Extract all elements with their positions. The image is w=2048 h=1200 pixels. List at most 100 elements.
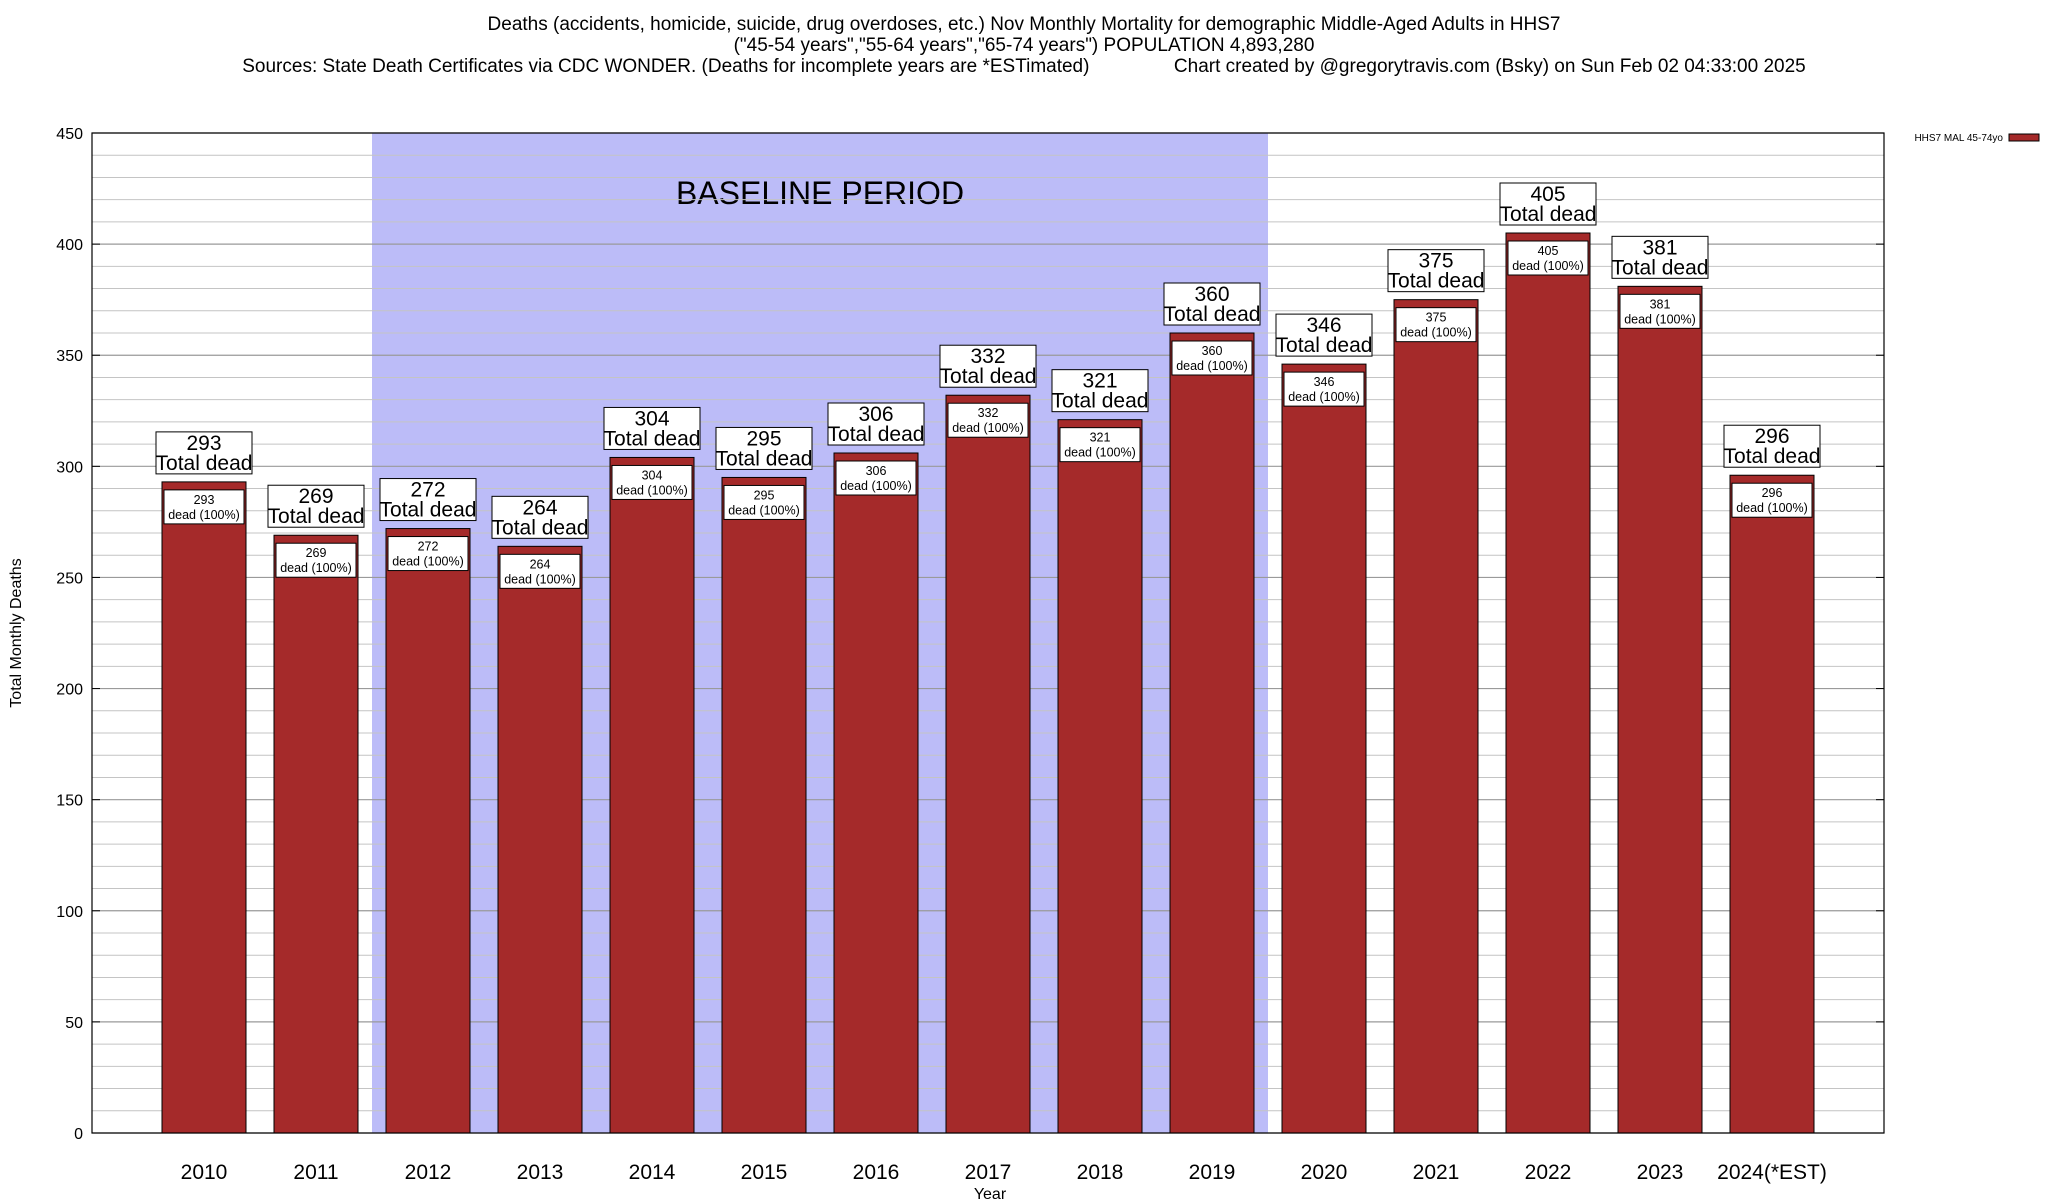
baseline-period-label: BASELINE PERIOD: [676, 175, 964, 211]
x-tick-label: 2019: [1189, 1161, 1236, 1184]
bar-inner-label-box: [1171, 340, 1253, 376]
bar-inner-percent-label: dead (100%): [280, 561, 352, 575]
bar-outer-label-box: [267, 484, 365, 528]
x-tick-label: 2015: [741, 1161, 788, 1184]
bar-inner-percent-label: dead (100%): [1288, 390, 1360, 404]
bar: [1505, 232, 1591, 1134]
x-tick-label: 2013: [517, 1161, 564, 1184]
bar: [609, 456, 695, 1134]
bar-inner-value-label: 264: [530, 557, 551, 571]
bar-inner-value-label: 332: [978, 406, 999, 420]
bar: [1393, 299, 1479, 1134]
x-tick-label: 2017: [965, 1161, 1012, 1184]
bar-inner-value-label: 321: [1090, 431, 1111, 445]
bar-value-label: 360: [1194, 283, 1229, 306]
plot-area-border: [91, 132, 1885, 1134]
x-tick-label: 2012: [405, 1161, 452, 1184]
bar-value-label: 293: [186, 432, 221, 455]
bar-inner-value-label: 293: [194, 493, 215, 507]
bar-outer-label-box: [827, 402, 925, 446]
bar-inner-percent-label: dead (100%): [1176, 359, 1248, 373]
bar-total-dead-label: Total dead: [1164, 303, 1261, 326]
y-tick-label: 400: [56, 237, 83, 254]
bar-inner-percent-label: dead (100%): [1400, 326, 1472, 340]
bar-inner-value-label: 304: [642, 468, 663, 482]
bar-outer-label-box: [1611, 235, 1709, 279]
bar-outer-label-box: [1163, 282, 1261, 326]
y-tick-label: 350: [56, 348, 83, 365]
bar-inner-percent-label: dead (100%): [1624, 312, 1696, 326]
chart-sources: Sources: State Death Certificates via CD…: [242, 56, 1806, 77]
bar-inner-percent-label: dead (100%): [952, 421, 1024, 435]
bar: [1281, 363, 1367, 1134]
bar-inner-label-box: [387, 536, 469, 572]
bar-total-dead-label: Total dead: [1276, 334, 1373, 357]
bar-value-label: 381: [1642, 236, 1677, 259]
bar: [385, 528, 471, 1134]
legend-label: HHS7 MAL 45-74yo: [1914, 133, 2003, 144]
bar-value-label: 264: [522, 496, 557, 519]
bar-inner-value-label: 272: [418, 540, 439, 554]
bar-inner-value-label: 306: [866, 464, 887, 478]
x-axis-title: Year: [974, 1186, 1007, 1200]
bar-inner-percent-label: dead (100%): [168, 508, 240, 522]
bar-inner-label-box: [1507, 240, 1589, 276]
y-tick-label: 150: [56, 793, 83, 810]
bar-inner-label-box: [163, 489, 245, 525]
bar-total-dead-label: Total dead: [604, 427, 701, 450]
bar-total-dead-label: Total dead: [1500, 203, 1597, 226]
y-tick-label: 450: [56, 126, 83, 143]
bar: [497, 545, 583, 1134]
bar-inner-value-label: 346: [1314, 375, 1335, 389]
y-tick-label: 0: [74, 1126, 83, 1143]
bar-inner-label-box: [947, 402, 1029, 438]
bar-inner-label-box: [1059, 427, 1141, 463]
bar-value-label: 272: [410, 479, 445, 502]
bar-inner-label-box: [611, 464, 693, 500]
bar-total-dead-label: Total dead: [1724, 445, 1821, 468]
bar-value-label: 375: [1418, 250, 1453, 273]
bar-total-dead-label: Total dead: [716, 447, 813, 470]
bar-outer-label-box: [1051, 369, 1149, 413]
y-tick-label: 300: [56, 459, 83, 476]
bar: [833, 452, 919, 1134]
bar-outer-label-box: [1275, 313, 1373, 357]
bar-value-label: 332: [970, 345, 1005, 368]
bar-total-dead-label: Total dead: [1052, 390, 1149, 413]
bar-inner-percent-label: dead (100%): [392, 555, 464, 569]
bar-outer-label-box: [379, 478, 477, 522]
x-tick-label: 2023: [1637, 1161, 1684, 1184]
y-tick-label: 50: [65, 1015, 83, 1032]
chart-title-block: Deaths (accidents, homicide, suicide, dr…: [0, 14, 2048, 77]
bar-inner-percent-label: dead (100%): [1736, 501, 1808, 515]
bar-outer-label-box: [155, 431, 253, 475]
bar-outer-label-box: [939, 344, 1037, 388]
bar-inner-value-label: 405: [1538, 244, 1559, 258]
bar-inner-percent-label: dead (100%): [840, 479, 912, 493]
bar-inner-value-label: 295: [754, 488, 775, 502]
bar: [1729, 474, 1815, 1134]
bar-inner-value-label: 375: [1426, 311, 1447, 325]
bar-total-dead-label: Total dead: [1388, 270, 1485, 293]
bar-total-dead-label: Total dead: [828, 423, 925, 446]
bar-outer-label-box: [1387, 249, 1485, 293]
y-tick-label: 200: [56, 682, 83, 699]
x-tick-label: 2014: [629, 1161, 676, 1184]
bar: [1617, 285, 1703, 1134]
bar-value-label: 269: [298, 485, 333, 508]
bar-outer-label-box: [1499, 182, 1597, 226]
bar-inner-percent-label: dead (100%): [1064, 446, 1136, 460]
bar: [945, 394, 1031, 1134]
y-tick-label: 100: [56, 904, 83, 921]
bar-inner-label-box: [275, 542, 357, 578]
bar-value-label: 295: [746, 427, 781, 450]
bar-total-dead-label: Total dead: [940, 365, 1037, 388]
x-tick-label: 2011: [293, 1161, 338, 1184]
bar-inner-label-box: [723, 484, 805, 520]
bar-inner-label-box: [835, 460, 917, 496]
bar-inner-label-box: [1283, 371, 1365, 407]
bar-outer-label-box: [491, 495, 589, 539]
bar-inner-value-label: 381: [1650, 297, 1671, 311]
bar-inner-percent-label: dead (100%): [1512, 259, 1584, 273]
bar-value-label: 296: [1754, 425, 1789, 448]
